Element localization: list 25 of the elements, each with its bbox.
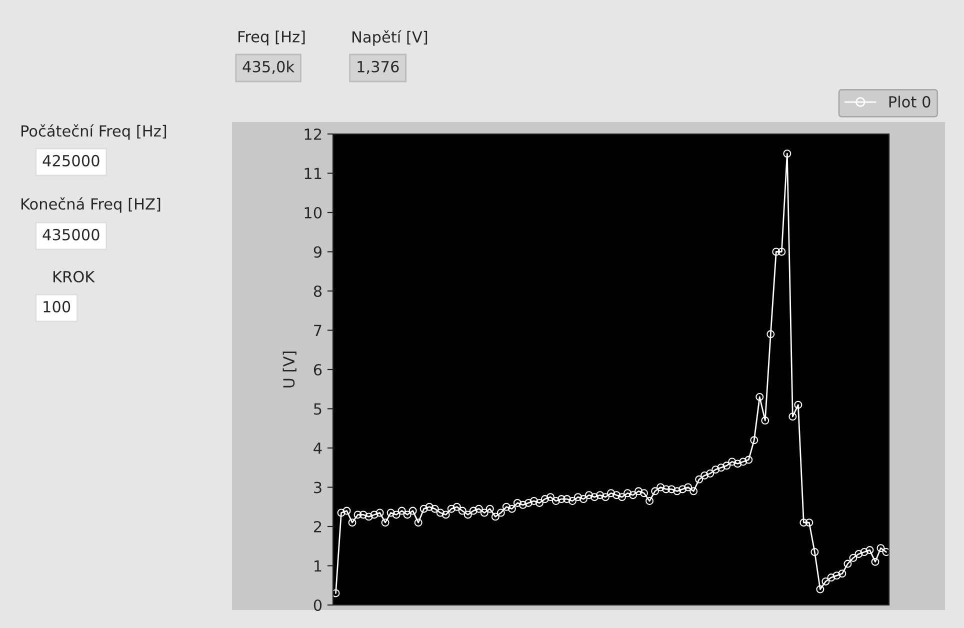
text: KROK	[54, 270, 95, 282]
text: 435,0k	[242, 60, 295, 74]
text: 100	[44, 300, 70, 312]
y-tick-label: 8	[314, 285, 322, 298]
y-tick-label: 2	[314, 520, 322, 532]
text: 425000	[42, 154, 100, 166]
text: 1,376	[358, 60, 399, 74]
y-tick-label: 12	[304, 128, 322, 140]
text: Napětí [V]	[352, 30, 428, 46]
legend-label: Plot 0	[889, 96, 930, 108]
text: Freq [Hz]	[238, 30, 305, 46]
y-tick-label: 6	[314, 364, 322, 376]
y-axis-title: U [V]	[282, 352, 296, 388]
y-tick-label: 4	[314, 442, 322, 454]
y-tick-label: 11	[304, 168, 322, 180]
y-tick-label: 3	[314, 482, 322, 494]
y-tick-label: 0	[314, 599, 322, 612]
y-tick-label: 9	[314, 246, 322, 258]
y-tick-label: 5	[314, 403, 322, 415]
y-tick-label: 1	[314, 560, 322, 572]
y-tick-label: 10	[304, 206, 322, 219]
y-tick-label: 7	[314, 324, 322, 336]
text: Počáteční Freq [Hz]	[22, 124, 166, 140]
text: 435000	[42, 228, 100, 240]
text: Konečná Freq [HZ]	[22, 197, 160, 213]
